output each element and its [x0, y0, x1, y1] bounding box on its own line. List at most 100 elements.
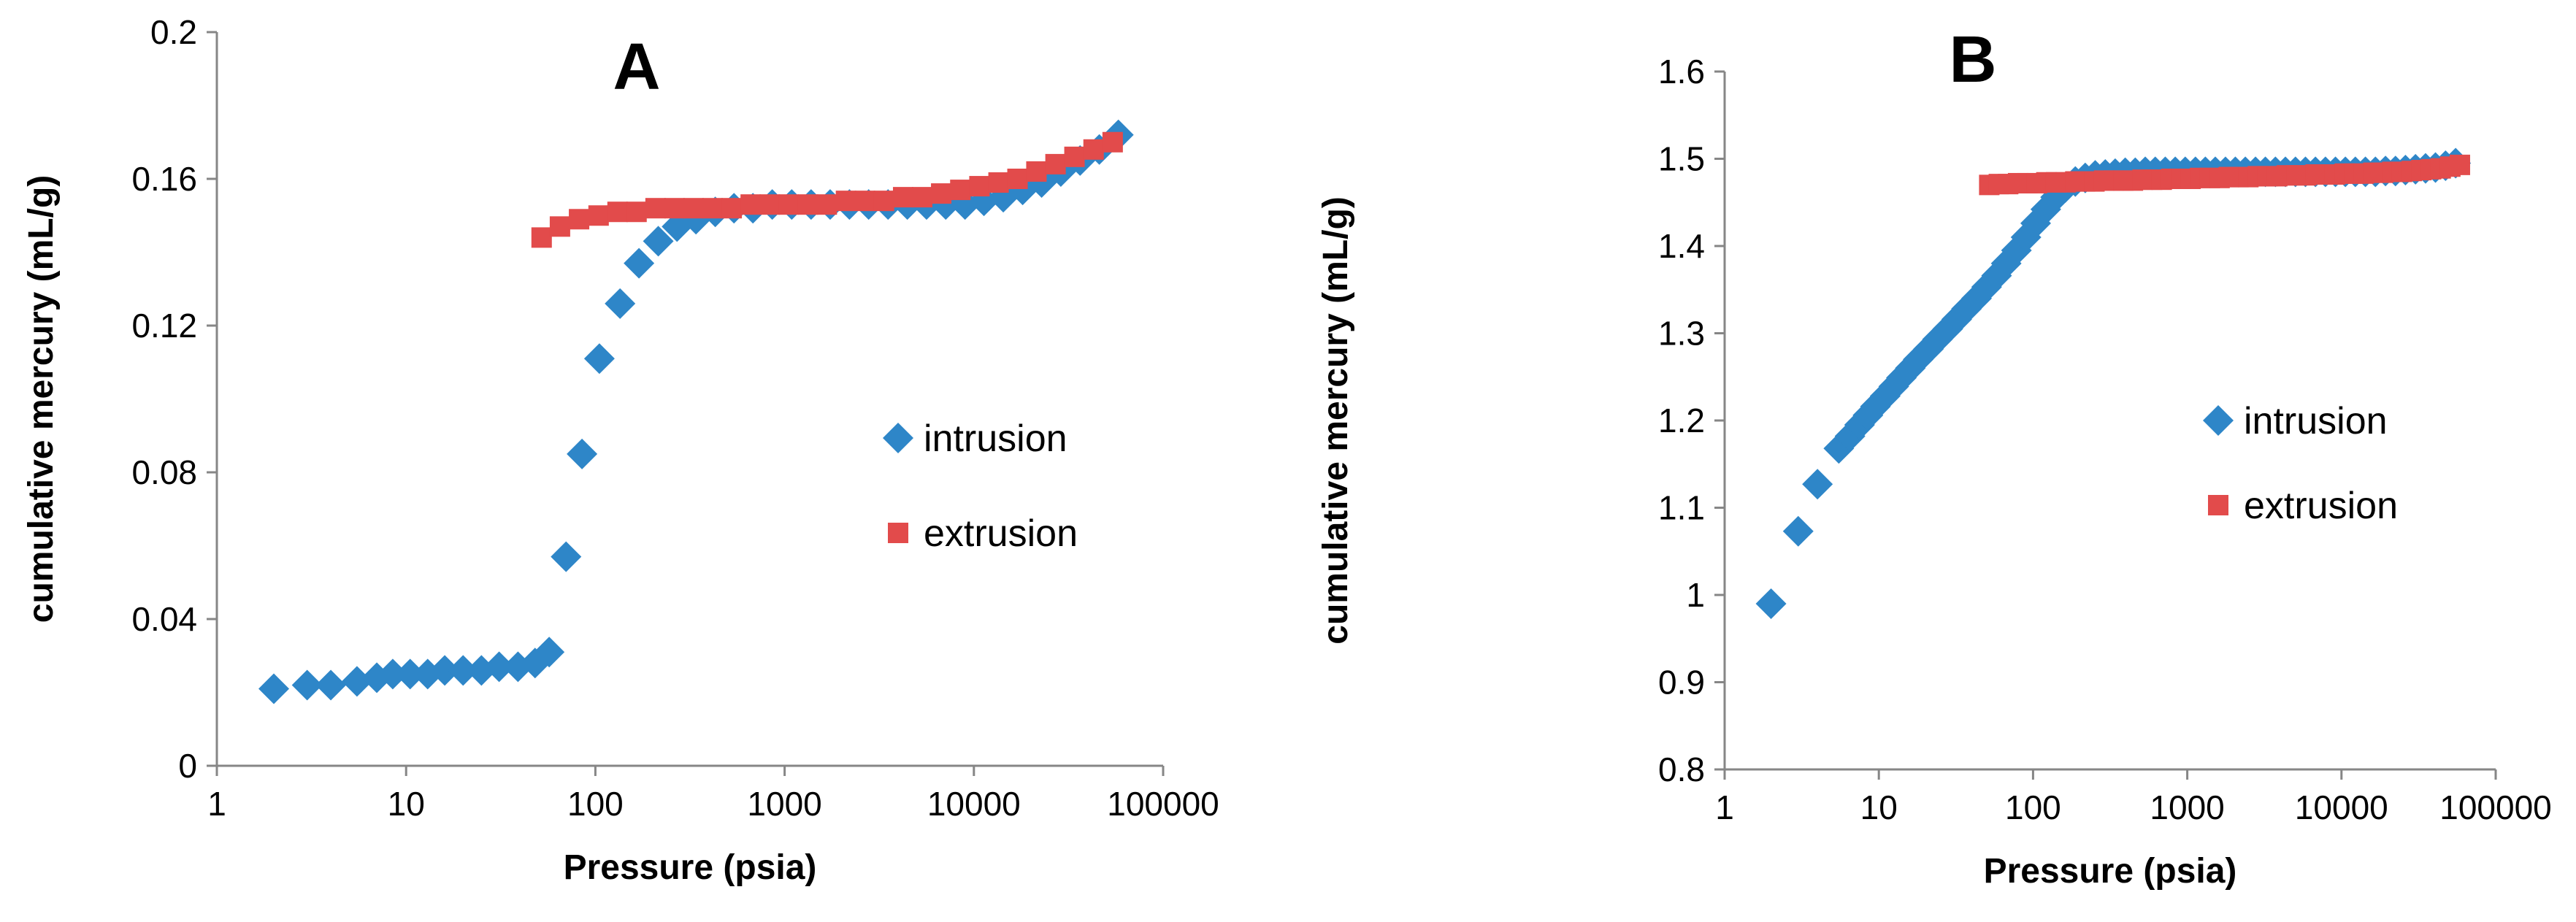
- y-axis-title: cumulative mercury (mL/g): [1316, 196, 1355, 645]
- legend-label-extrusion: extrusion: [924, 512, 1078, 555]
- extrusion-point: [569, 209, 590, 230]
- y-axis-title: cumulative mercury (mL/g): [22, 175, 61, 623]
- extrusion-point: [873, 191, 894, 212]
- extrusion-point: [740, 194, 762, 215]
- extrusion-point: [835, 191, 856, 212]
- extrusion-point: [702, 198, 723, 219]
- x-tick-label: 100000: [2439, 788, 2552, 826]
- extrusion-point: [1064, 146, 1085, 167]
- intrusion-point: [1802, 469, 1833, 500]
- chart-panel-b: 0.8 0.9 1 1.1 1.2 1.3 1.4 1.5 1.6 1 10 100 1000 10000…: [1316, 23, 2552, 891]
- intrusion-point: [1782, 515, 1814, 547]
- legend-marker-intrusion: [2203, 405, 2234, 436]
- extrusion-point: [721, 198, 743, 219]
- extrusion-point: [1007, 169, 1028, 189]
- extrusion-point: [988, 172, 1009, 193]
- intrusion-point: [315, 669, 347, 701]
- intrusion-point: [377, 658, 408, 690]
- intrusion-point: [1007, 174, 1038, 206]
- extrusion-point: [778, 194, 800, 215]
- series-extrusion: [531, 131, 1123, 248]
- extrusion-point: [797, 194, 819, 215]
- intrusion-point: [567, 438, 598, 469]
- intrusion-point: [448, 655, 479, 686]
- y-tick-label: 1.3: [1658, 315, 1705, 353]
- extrusion-point: [1026, 161, 1047, 182]
- x-tick-label: 100: [567, 785, 624, 823]
- intrusion-point: [429, 655, 461, 686]
- extrusion-point: [892, 187, 913, 208]
- x-tick-label: 10: [388, 785, 425, 823]
- y-tick-label: 0: [178, 747, 197, 785]
- chart-panel-a: 0 0.04 0.08 0.12 0.16 0.2 1 10 100 1000 10000 10000…: [22, 13, 1219, 887]
- extrusion-point: [664, 198, 685, 219]
- y-tick-label: 1.1: [1658, 489, 1705, 527]
- extrusion-point: [1045, 153, 1066, 174]
- intrusion-point: [551, 541, 582, 572]
- y-tick-label: 1.5: [1658, 140, 1705, 178]
- x-axis-title: Pressure (psia): [1984, 852, 2237, 891]
- intrusion-point: [605, 288, 636, 319]
- extrusion-point: [588, 205, 609, 226]
- intrusion-point: [258, 673, 290, 704]
- intrusion-point: [341, 666, 372, 697]
- y-tick-label: 0.9: [1658, 664, 1705, 702]
- extrusion-point: [549, 216, 570, 237]
- extrusion-point: [626, 201, 647, 223]
- extrusion-point: [759, 194, 781, 215]
- y-tick-label: 1.6: [1658, 53, 1705, 91]
- y-tick-label: 0.12: [131, 307, 197, 345]
- extrusion-point: [969, 176, 990, 197]
- y-tick-label: 0.2: [150, 13, 197, 51]
- x-tick-label: 100000: [1107, 785, 1219, 823]
- intrusion-point: [1755, 588, 1787, 619]
- panel-label: B: [1950, 23, 1997, 96]
- legend-label-intrusion: intrusion: [924, 418, 1067, 460]
- x-tick-label: 1: [207, 785, 226, 823]
- extrusion-point: [854, 191, 875, 212]
- intrusion-point: [483, 651, 515, 683]
- extrusion-point: [2449, 154, 2470, 175]
- series-extrusion: [1979, 154, 2470, 196]
- y-tick-label: 0.16: [131, 160, 197, 198]
- x-tick-label: 1000: [2150, 788, 2224, 826]
- x-tick-label: 1: [1715, 788, 1734, 826]
- intrusion-point: [2040, 182, 2071, 213]
- extrusion-point: [683, 198, 704, 219]
- y-tick-label: 0.04: [131, 600, 197, 638]
- series-intrusion: [1755, 147, 2472, 619]
- legend-marker-extrusion: [888, 523, 908, 543]
- extrusion-point: [816, 194, 837, 215]
- legend-label-intrusion: intrusion: [2244, 400, 2388, 442]
- extrusion-point: [931, 183, 952, 204]
- intrusion-point: [583, 343, 615, 374]
- x-tick-label: 10: [1860, 788, 1898, 826]
- intrusion-point: [291, 669, 323, 701]
- extrusion-point: [950, 180, 971, 201]
- extrusion-point: [1083, 139, 1104, 160]
- panel-label: A: [613, 31, 661, 104]
- intrusion-point: [624, 247, 655, 279]
- legend-marker-extrusion: [2208, 495, 2228, 515]
- y-tick-label: 0.08: [131, 453, 197, 491]
- extrusion-point: [531, 227, 552, 248]
- x-axis-title: Pressure (psia): [564, 848, 817, 887]
- x-tick-label: 10000: [927, 785, 1021, 823]
- legend-label-extrusion: extrusion: [2244, 485, 2398, 527]
- x-tick-label: 1000: [747, 785, 821, 823]
- intrusion-point: [643, 226, 674, 257]
- x-tick-label: 10000: [2295, 788, 2388, 826]
- extrusion-point: [911, 187, 932, 208]
- intrusion-point: [394, 658, 426, 690]
- y-tick-label: 1.4: [1658, 227, 1705, 265]
- extrusion-point: [607, 201, 628, 223]
- y-tick-label: 1.2: [1658, 402, 1705, 439]
- x-tick-label: 100: [2005, 788, 2061, 826]
- legend-marker-intrusion: [883, 423, 913, 453]
- y-tick-label: 1: [1686, 576, 1705, 614]
- y-tick-label: 0.8: [1658, 750, 1705, 788]
- extrusion-point: [1102, 131, 1123, 153]
- intrusion-point: [534, 637, 565, 668]
- extrusion-point: [645, 198, 666, 219]
